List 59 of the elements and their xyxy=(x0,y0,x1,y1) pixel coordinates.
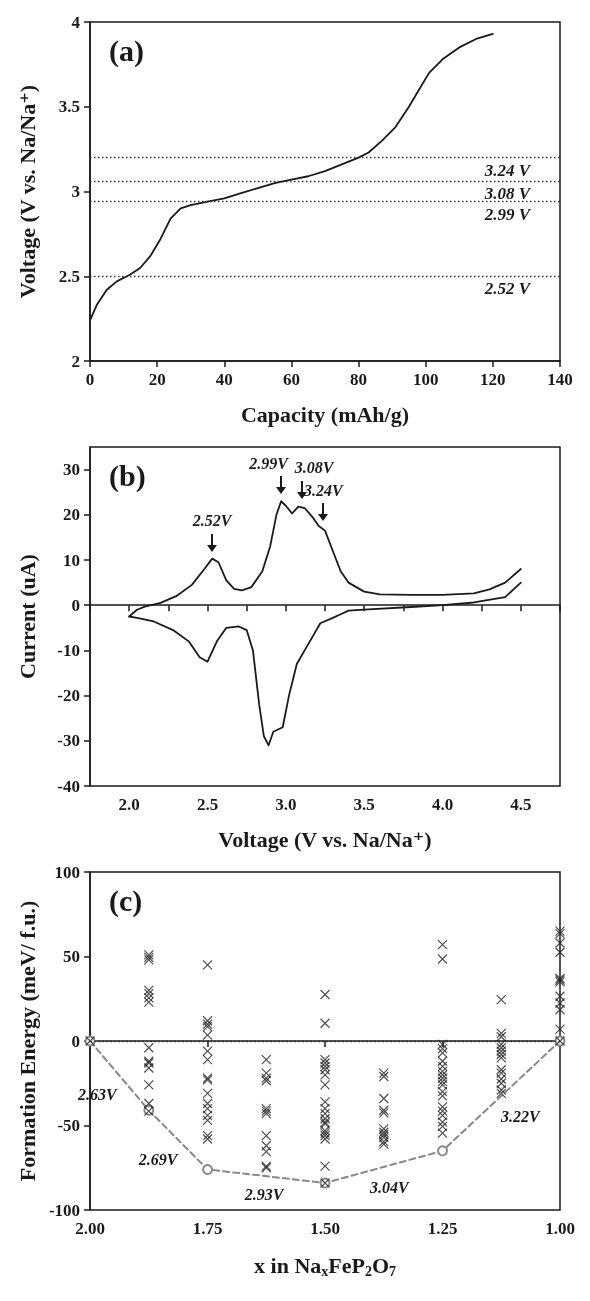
annotation: 2.52V xyxy=(191,512,233,530)
x-tick-label: 20 xyxy=(148,370,166,389)
annotation: 3.04V xyxy=(369,1178,411,1196)
x-tick-label: 0 xyxy=(85,370,95,389)
annotation: 2.99V xyxy=(248,454,290,472)
ref-line-label: 2.52 V xyxy=(483,279,532,299)
y-tick-label: -50 xyxy=(57,1116,81,1135)
y-tick-label: 30 xyxy=(63,460,80,480)
y-axis-title: Formation Energy (meV/ f.u.) xyxy=(14,900,40,1182)
y-tick-label: 4 xyxy=(71,12,81,32)
y-tick-label: -100 xyxy=(48,1200,81,1220)
point xyxy=(437,1145,449,1157)
y-tick-label: 2.5 xyxy=(58,266,80,286)
point xyxy=(202,1163,214,1175)
y-tick-label: -40 xyxy=(57,776,80,796)
chart-title: (a) xyxy=(109,33,144,68)
y-tick-label: 100 xyxy=(54,862,81,882)
x-axis-title: Capacity (mAh/g) xyxy=(240,401,410,427)
annotation: 3.08V xyxy=(293,459,335,477)
y-tick-label: 10 xyxy=(63,550,80,570)
ref-line-label: 2.99 V xyxy=(483,204,532,224)
x-tick-label: 1.75 xyxy=(192,1219,223,1238)
x-tick-label: 60 xyxy=(282,370,300,389)
y-axis-title: Current (uA) xyxy=(14,554,40,679)
x-tick-label: 2.0 xyxy=(118,795,140,814)
annotation: 2.69V xyxy=(137,1151,179,1169)
y-tick-label: 50 xyxy=(63,947,81,966)
annotation: 3.24V xyxy=(303,481,345,499)
x-tick-label: 100 xyxy=(412,370,439,389)
y-tick-label: -20 xyxy=(57,686,80,706)
x-tick-label: 1.25 xyxy=(427,1219,458,1238)
x-tick-label: 120 xyxy=(480,370,506,389)
x-tick-label: 1.50 xyxy=(310,1219,340,1238)
y-tick-label: -10 xyxy=(57,640,80,660)
x-tick-label: 2.00 xyxy=(75,1219,105,1238)
x-tick-label: 140 xyxy=(547,370,573,389)
y-tick-label: 3.5 xyxy=(58,97,80,117)
y-tick-label: 2 xyxy=(71,351,80,371)
x-tick-label: 1.00 xyxy=(545,1219,575,1238)
y-tick-label: 20 xyxy=(63,505,80,525)
chart-title: (b) xyxy=(109,458,146,493)
x-tick-label: 40 xyxy=(215,370,233,389)
y-tick-label: 3 xyxy=(71,182,80,201)
x-tick-label: 4.5 xyxy=(510,795,532,814)
annotation: 2.93V xyxy=(243,1185,285,1203)
y-tick-label: 0 xyxy=(71,595,80,615)
x-tick-label: 4.0 xyxy=(431,795,454,814)
ref-line-label: 3.08 V xyxy=(483,184,532,204)
annotation: 3.22V xyxy=(500,1107,542,1125)
x-tick-label: 3.0 xyxy=(275,795,297,814)
y-tick-label: 0 xyxy=(71,1031,81,1051)
x-axis-title: Voltage (V vs. Na/Na⁺) xyxy=(218,826,432,852)
x-tick-label: 3.5 xyxy=(353,795,375,814)
x-tick-label: 80 xyxy=(350,370,368,389)
chart-title: (c) xyxy=(109,883,143,918)
y-axis-title: Voltage (V vs. Na/Na⁺) xyxy=(14,84,40,299)
ref-line-label: 3.24 V xyxy=(483,160,532,180)
y-tick-label: -30 xyxy=(57,731,80,751)
x-tick-label: 2.5 xyxy=(196,795,219,814)
